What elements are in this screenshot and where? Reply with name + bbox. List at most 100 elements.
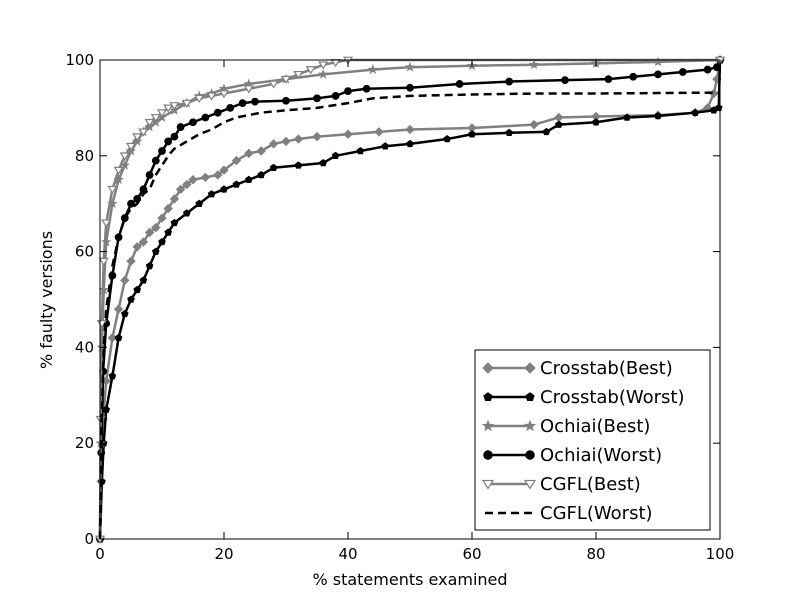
data-point <box>405 124 415 135</box>
x-axis-label: % statements examined <box>312 570 507 589</box>
data-point <box>213 170 223 180</box>
data-point <box>268 80 279 89</box>
data-point <box>151 156 160 165</box>
legend-entry: Ochiai(Worst) <box>483 445 662 466</box>
legend-entry: CGFL(Worst) <box>485 503 653 524</box>
data-point <box>181 99 192 108</box>
data-point <box>231 155 242 166</box>
data-point <box>381 142 390 150</box>
series-4 <box>94 56 726 544</box>
data-point <box>281 136 291 147</box>
data-point <box>282 96 290 105</box>
data-point <box>654 112 662 120</box>
data-point <box>125 142 137 151</box>
legend-box <box>474 349 711 531</box>
data-point <box>554 120 563 128</box>
legend-marker <box>525 392 535 401</box>
data-point <box>127 199 135 208</box>
legend-marker <box>481 479 495 490</box>
data-point <box>293 134 304 144</box>
data-point <box>169 194 180 204</box>
y-axis-label: % faulty versions <box>37 231 56 369</box>
legend-marker <box>481 419 495 432</box>
data-point <box>313 94 321 103</box>
x-tick-label: 60 <box>462 545 481 563</box>
data-point <box>182 179 192 190</box>
data-point <box>238 99 247 108</box>
legend-marker <box>483 392 493 401</box>
data-point <box>151 222 161 233</box>
data-point <box>468 130 476 138</box>
data-point <box>157 213 167 223</box>
data-point <box>257 170 266 179</box>
data-point <box>98 257 109 266</box>
data-point <box>505 77 514 86</box>
legend-label: Ochiai(Worst) <box>540 445 662 466</box>
data-point <box>102 405 111 413</box>
data-point <box>120 309 129 318</box>
data-point <box>219 165 229 175</box>
data-point <box>170 132 179 141</box>
data-point <box>156 109 168 118</box>
data-point <box>126 256 136 266</box>
data-point <box>318 68 329 79</box>
data-point <box>343 129 353 139</box>
data-point <box>144 227 155 238</box>
y-tick-label: 60 <box>75 243 94 261</box>
data-point <box>280 75 292 84</box>
data-point <box>312 131 322 142</box>
data-point <box>269 163 278 172</box>
data-point <box>268 139 279 149</box>
data-point <box>256 146 266 156</box>
data-point <box>529 119 539 130</box>
data-point <box>374 127 384 137</box>
data-point <box>188 175 198 185</box>
data-point <box>207 190 216 198</box>
data-point <box>132 242 142 252</box>
data-point <box>120 275 130 286</box>
y-tick-label: 40 <box>75 338 94 356</box>
data-point <box>144 118 155 128</box>
legend-label: Ochiai(Best) <box>540 416 650 437</box>
data-point <box>232 180 241 188</box>
data-point <box>293 70 304 80</box>
data-point <box>213 108 222 117</box>
data-point <box>101 219 112 228</box>
data-point <box>443 135 452 143</box>
data-point <box>404 61 416 72</box>
data-point <box>226 104 235 112</box>
data-point <box>164 228 173 236</box>
data-point <box>629 72 638 81</box>
series-layer <box>94 54 726 544</box>
y-tick-label: 100 <box>65 51 94 69</box>
y-tick-label: 80 <box>75 147 94 165</box>
series-0 <box>95 55 725 544</box>
data-point <box>691 108 700 116</box>
legend-entry: CGFL(Best) <box>481 474 641 495</box>
legend-label: Crosstab(Worst) <box>540 387 685 408</box>
data-point <box>220 185 228 193</box>
data-point <box>592 118 600 126</box>
data-point <box>158 238 166 246</box>
legend-marker <box>523 419 537 432</box>
plot-frame <box>99 59 721 540</box>
data-point <box>367 64 378 74</box>
data-point <box>195 199 204 207</box>
data-point <box>528 59 540 70</box>
x-tick-label: 80 <box>586 545 605 563</box>
data-point <box>406 139 414 148</box>
data-point <box>344 87 352 96</box>
data-point <box>175 184 186 195</box>
data-point <box>201 113 210 122</box>
x-tick-label: 40 <box>338 545 357 563</box>
legend-entry: Crosstab(Worst) <box>483 387 685 408</box>
series-5 <box>98 91 721 540</box>
legend-marker <box>524 362 536 374</box>
data-point <box>158 147 166 155</box>
data-point <box>108 372 117 380</box>
x-tick-label: 0 <box>95 545 105 563</box>
data-point <box>176 123 185 131</box>
data-point <box>132 133 143 142</box>
data-point <box>604 75 613 84</box>
